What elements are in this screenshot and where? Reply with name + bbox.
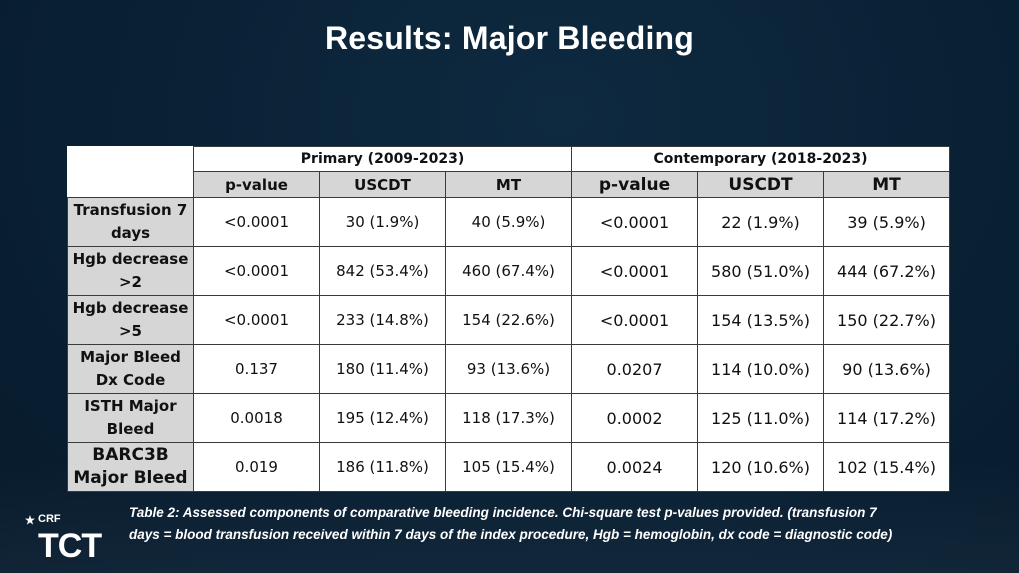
- table-cell: 154 (22.6%): [444, 295, 573, 345]
- table-cell: <0.0001: [571, 295, 699, 345]
- table-cell: <0.0001: [193, 246, 320, 296]
- row-label-line: Bleed: [106, 420, 155, 438]
- results-table: Primary (2009-2023) Contemporary (2018-2…: [67, 146, 951, 492]
- table-cell: 154 (13.5%): [697, 295, 825, 345]
- col-header-primary-pvalue: p-value: [193, 171, 320, 198]
- table-row: ISTH Major Bleed 0.0018 195 (12.4%) 118 (…: [67, 393, 951, 443]
- row-label: Major Bleed Dx Code: [67, 344, 194, 394]
- tct-logo: CRF TCT: [24, 513, 114, 568]
- table-cell: 0.0018: [193, 393, 320, 443]
- table-cell: 30 (1.9%): [319, 197, 446, 247]
- table-cell: 102 (15.4%): [823, 442, 951, 492]
- table-row: Hgb decrease >5 <0.0001 233 (14.8%) 154 (…: [67, 295, 951, 345]
- table-cell: 39 (5.9%): [823, 197, 951, 247]
- table-cell: 114 (17.2%): [823, 393, 951, 443]
- table-cell: 125 (11.0%): [697, 393, 825, 443]
- col-header-contemporary-pvalue: p-value: [571, 171, 699, 198]
- row-label-line: Hgb decrease: [72, 299, 189, 317]
- corner-cell: [67, 146, 194, 198]
- row-label: Hgb decrease >5: [67, 295, 194, 345]
- row-label-line: BARC3B: [92, 445, 169, 465]
- group-header-primary: Primary (2009-2023): [192, 146, 573, 172]
- table-cell: 120 (10.6%): [697, 442, 825, 492]
- table-cell: 0.019: [193, 442, 320, 492]
- results-table-container: Primary (2009-2023) Contemporary (2018-2…: [67, 146, 951, 492]
- table-cell: 195 (12.4%): [319, 393, 446, 443]
- table-row: Hgb decrease >2 <0.0001 842 (53.4%) 460 (…: [67, 246, 951, 296]
- col-header-contemporary-uscdt: USCDT: [697, 171, 825, 198]
- col-header-contemporary-mt: MT: [823, 171, 951, 198]
- table-cell: 444 (67.2%): [823, 246, 951, 296]
- row-label-line: Major Bleed: [73, 468, 188, 488]
- table-cell: 105 (15.4%): [444, 442, 573, 492]
- row-label-line: >5: [118, 322, 142, 340]
- tct-logo-text: TCT: [38, 527, 102, 565]
- row-label-line: Dx Code: [95, 371, 166, 389]
- table-cell: 460 (67.4%): [444, 246, 573, 296]
- table-cell: 22 (1.9%): [697, 197, 825, 247]
- table-cell: 150 (22.7%): [823, 295, 951, 345]
- table-cell: 0.137: [193, 344, 320, 394]
- row-label-line: Major Bleed: [80, 348, 181, 366]
- table-cell: <0.0001: [193, 295, 320, 345]
- table-cell: <0.0001: [571, 246, 699, 296]
- row-label-line: ISTH Major: [84, 397, 177, 415]
- row-label-line: Transfusion 7: [73, 201, 188, 219]
- crf-logo-text: CRF: [38, 513, 61, 525]
- row-label-line: days: [110, 224, 151, 242]
- col-header-primary-uscdt: USCDT: [319, 171, 446, 198]
- table-cell: 118 (17.3%): [444, 393, 573, 443]
- group-header-contemporary: Contemporary (2018-2023): [571, 146, 951, 172]
- table-cell: <0.0001: [571, 197, 699, 247]
- table-cell: 0.0002: [571, 393, 699, 443]
- row-label-line: >2: [118, 273, 142, 291]
- row-label-line: Hgb decrease: [72, 250, 189, 268]
- crf-logo-icon: [25, 515, 35, 525]
- table-cell: 0.0024: [571, 442, 699, 492]
- table-cell: <0.0001: [193, 197, 320, 247]
- table-cell: 114 (10.0%): [697, 344, 825, 394]
- table-row: Major Bleed Dx Code 0.137 180 (11.4%) 93 …: [67, 344, 951, 394]
- table-cell: 0.0207: [571, 344, 699, 394]
- table-cell: 90 (13.6%): [823, 344, 951, 394]
- row-label: ISTH Major Bleed: [67, 393, 194, 443]
- table-cell: 186 (11.8%): [319, 442, 446, 492]
- table-cell: 233 (14.8%): [319, 295, 446, 345]
- caption-line: days = blood transfusion received within…: [129, 527, 893, 542]
- table-cell: 93 (13.6%): [444, 344, 573, 394]
- row-label: Hgb decrease >2: [67, 246, 194, 296]
- slide-title: Results: Major Bleeding: [324, 20, 695, 56]
- col-header-primary-mt: MT: [444, 171, 573, 198]
- table-cell: 842 (53.4%): [319, 246, 446, 296]
- row-label: BARC3B Major Bleed: [67, 442, 194, 492]
- row-label: Transfusion 7 days: [67, 197, 194, 247]
- caption-line: Table 2: Assessed components of comparat…: [129, 505, 877, 520]
- table-cell: 180 (11.4%): [319, 344, 446, 394]
- table-row: Transfusion 7 days <0.0001 30 (1.9%) 40 (…: [67, 197, 951, 247]
- table-cell: 40 (5.9%): [444, 197, 573, 247]
- table-caption: Table 2: Assessed components of comparat…: [129, 502, 989, 546]
- table-cell: 580 (51.0%): [697, 246, 825, 296]
- table-row: BARC3B Major Bleed 0.019 186 (11.8%) 105 …: [67, 442, 951, 492]
